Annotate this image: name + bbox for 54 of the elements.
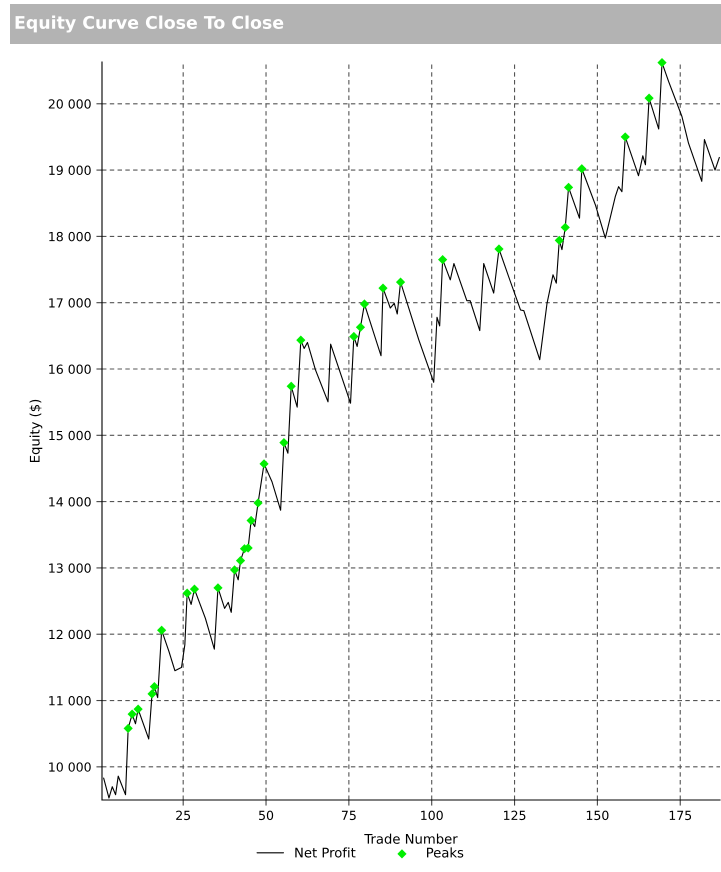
point (236, 556, 246, 566)
y-tick-label: 19 000 (49, 166, 91, 176)
point (157, 626, 166, 635)
chart-title: Equity Curve Close To Close (16, 16, 284, 32)
point (360, 299, 370, 309)
point (349, 332, 358, 342)
x-tick-label: 175 (670, 810, 692, 820)
point (296, 336, 306, 345)
y-tick-label: 11 000 (49, 696, 91, 706)
point (150, 682, 159, 692)
point (494, 244, 504, 254)
point (396, 278, 406, 287)
y-tick-label: 13 000 (49, 563, 91, 573)
y-tick-label: 16 000 (49, 364, 91, 374)
y-tick-label: 10 000 (49, 762, 91, 772)
y-tick-label: 17 000 (49, 298, 91, 308)
point (554, 236, 564, 245)
x-tick-label: 75 (342, 810, 356, 820)
point (644, 94, 654, 103)
y-tick-label: 12 000 (49, 630, 91, 640)
point (246, 516, 256, 526)
legend-label: Peaks (427, 847, 464, 858)
point (147, 689, 157, 699)
point (190, 584, 200, 594)
point (378, 284, 388, 293)
point (230, 565, 240, 575)
point (286, 382, 296, 391)
y-tick-label: 14 000 (49, 497, 91, 507)
point (620, 132, 630, 142)
point (213, 583, 223, 592)
point (438, 254, 448, 264)
x-tick-label: 25 (176, 810, 190, 820)
point (128, 710, 137, 719)
x-tick-label: 100 (421, 810, 443, 820)
point (560, 222, 570, 232)
point (577, 164, 586, 174)
point (356, 322, 366, 332)
point (564, 182, 574, 192)
point (279, 438, 289, 448)
point (259, 459, 269, 468)
x-tick-label: 50 (259, 810, 274, 820)
x-tick-label: 150 (586, 810, 608, 820)
legend-label: Net Profit (295, 847, 356, 858)
y-axis-title: Equity ($) (30, 400, 42, 462)
y-tick-label: 15 000 (49, 430, 91, 440)
y-tick-label: 20 000 (48, 99, 91, 109)
point (657, 58, 667, 68)
x-tick-label: 125 (504, 810, 526, 820)
x-axis-title: Trade Number (364, 834, 458, 844)
point (134, 704, 143, 714)
point (182, 588, 192, 598)
point (253, 498, 263, 508)
y-tick-label: 18 000 (49, 232, 91, 242)
point (124, 724, 133, 733)
